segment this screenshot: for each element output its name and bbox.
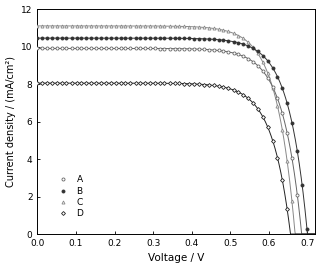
C bbox=[261, 61, 265, 64]
Line: A: A bbox=[36, 47, 299, 196]
B bbox=[134, 37, 137, 40]
A bbox=[187, 47, 191, 51]
C bbox=[232, 32, 236, 35]
D bbox=[153, 82, 157, 85]
B bbox=[241, 43, 245, 46]
X-axis label: Voltage / V: Voltage / V bbox=[148, 253, 204, 263]
D bbox=[55, 82, 59, 85]
Line: C: C bbox=[36, 24, 293, 203]
D bbox=[187, 82, 191, 85]
B bbox=[202, 37, 206, 40]
A bbox=[36, 47, 39, 50]
Line: B: B bbox=[36, 37, 308, 230]
D bbox=[266, 126, 270, 129]
Legend: A, B, C, D: A, B, C, D bbox=[53, 175, 83, 218]
D bbox=[197, 83, 201, 86]
A bbox=[178, 47, 181, 50]
A bbox=[80, 47, 83, 50]
D bbox=[36, 82, 39, 85]
A bbox=[295, 193, 299, 196]
A bbox=[192, 47, 196, 51]
A bbox=[212, 48, 216, 52]
B bbox=[36, 37, 39, 40]
C bbox=[290, 200, 294, 203]
Line: D: D bbox=[36, 82, 289, 210]
C bbox=[197, 26, 201, 29]
C bbox=[104, 24, 108, 27]
A bbox=[134, 47, 137, 50]
D bbox=[285, 207, 289, 211]
B bbox=[305, 227, 309, 230]
D bbox=[124, 82, 127, 85]
B bbox=[212, 38, 216, 41]
Y-axis label: Current density / (mA/cm²): Current density / (mA/cm²) bbox=[5, 56, 15, 187]
C bbox=[36, 24, 39, 27]
B bbox=[187, 37, 191, 40]
B bbox=[40, 37, 44, 40]
C bbox=[182, 25, 186, 28]
C bbox=[187, 25, 191, 28]
